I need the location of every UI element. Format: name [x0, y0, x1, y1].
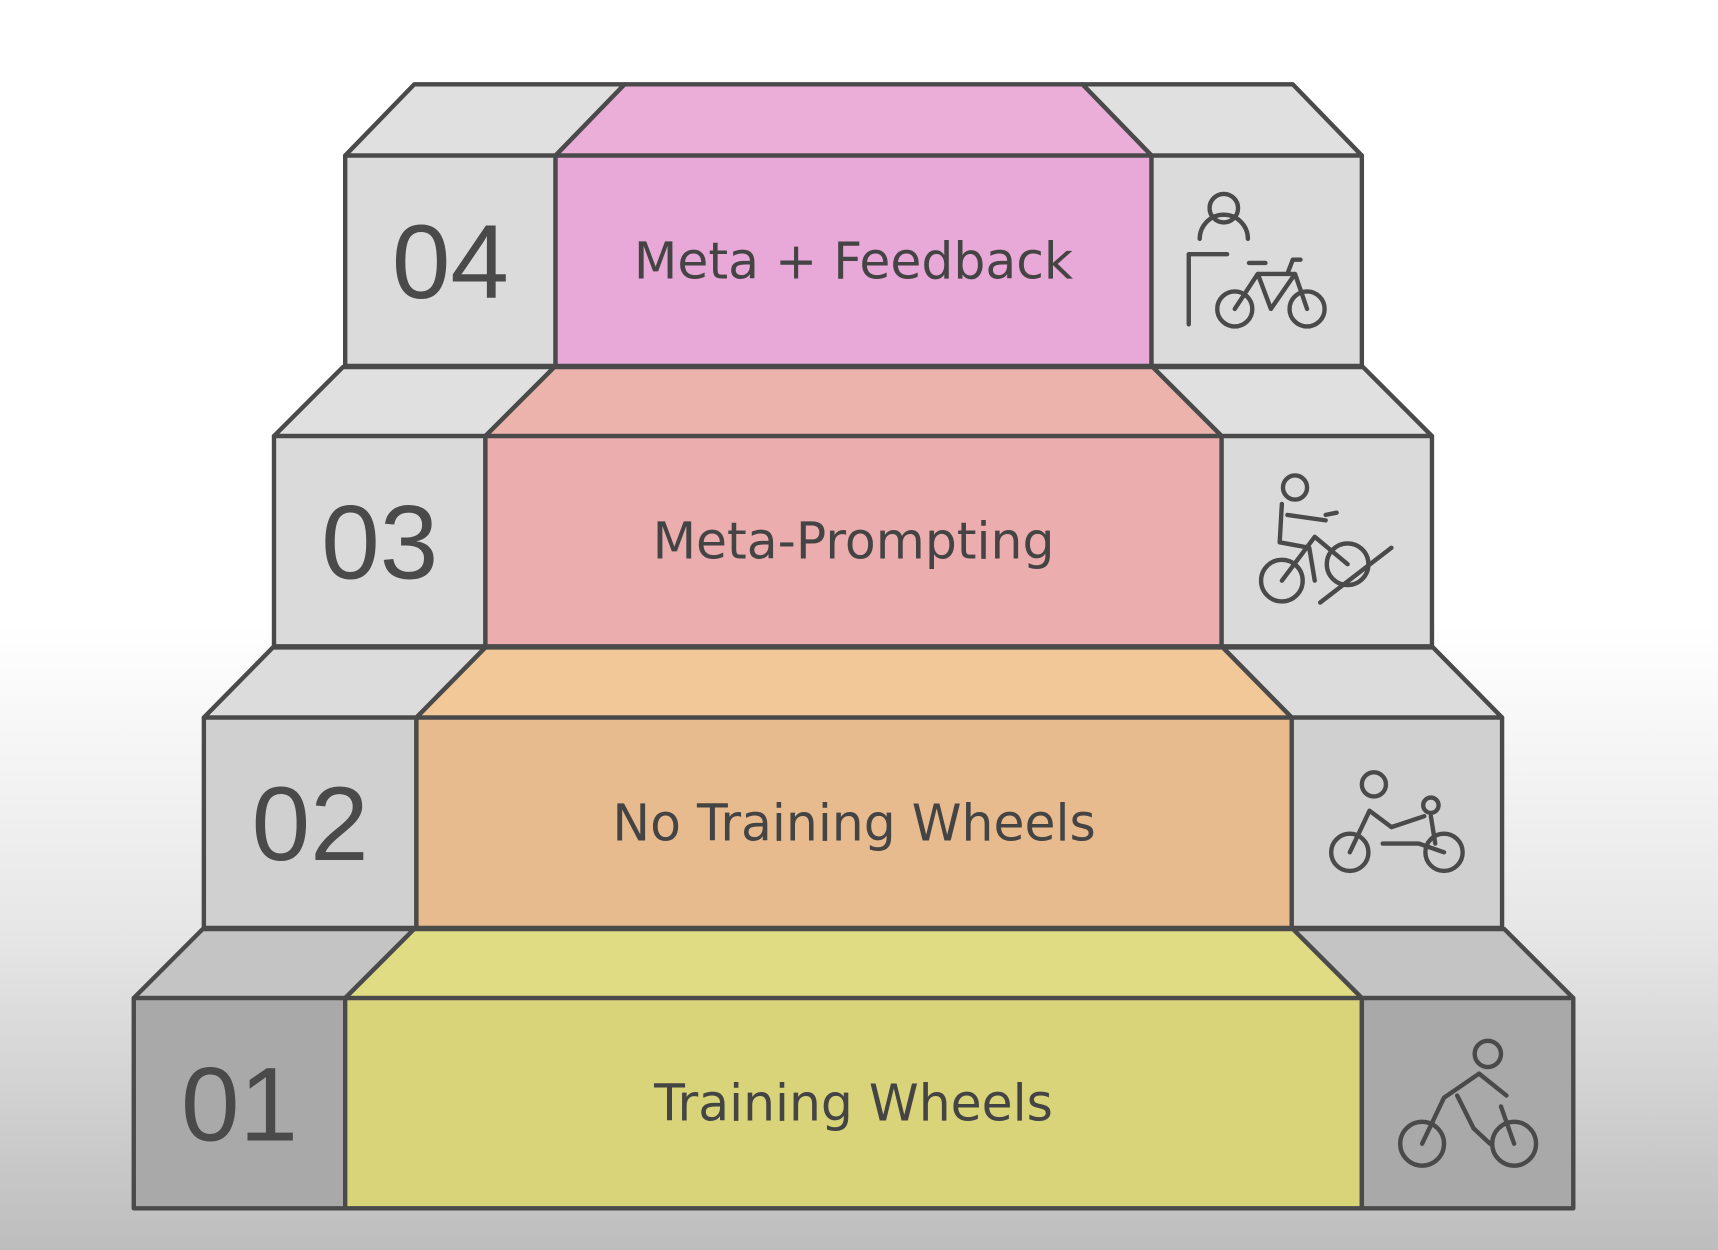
- step-label: Training Wheels: [653, 1074, 1053, 1133]
- person-with-bike-icon: [1186, 191, 1327, 329]
- step-label: Meta-Prompting: [653, 512, 1055, 571]
- label-box: [483, 433, 1224, 649]
- step-number: 03: [321, 484, 438, 601]
- cyclist-icon: [1398, 1038, 1539, 1168]
- step-label: No Training Wheels: [612, 793, 1095, 852]
- step-top-center: [414, 645, 1294, 720]
- icon-box: [1289, 715, 1505, 931]
- icon-box: [1359, 995, 1576, 1211]
- uphill-cyclist-icon: [1258, 473, 1394, 605]
- step-01: 01 Training Wheels: [131, 926, 1576, 1211]
- step-number: 02: [252, 766, 369, 883]
- label-box: [414, 715, 1294, 931]
- step-label: Meta + Feedback: [634, 231, 1074, 290]
- step-top-center: [553, 82, 1154, 158]
- child-and-adult-bike-icon: [1328, 770, 1465, 874]
- icon-box: [1219, 433, 1435, 649]
- step-03: 03 Meta-Prompting: [271, 364, 1435, 649]
- step-04: 04 Meta + Feedback: [343, 82, 1365, 369]
- step-number: 01: [181, 1046, 298, 1163]
- number-box: [131, 995, 348, 1211]
- step-top-center: [343, 926, 1365, 1001]
- number-box: [343, 153, 558, 369]
- number-box: [201, 715, 419, 931]
- label-box: [343, 995, 1365, 1211]
- label-box: [553, 153, 1154, 369]
- step-top-center: [483, 364, 1224, 439]
- step-02: 02 No Training Wheels: [201, 645, 1505, 931]
- step-number: 04: [392, 204, 509, 321]
